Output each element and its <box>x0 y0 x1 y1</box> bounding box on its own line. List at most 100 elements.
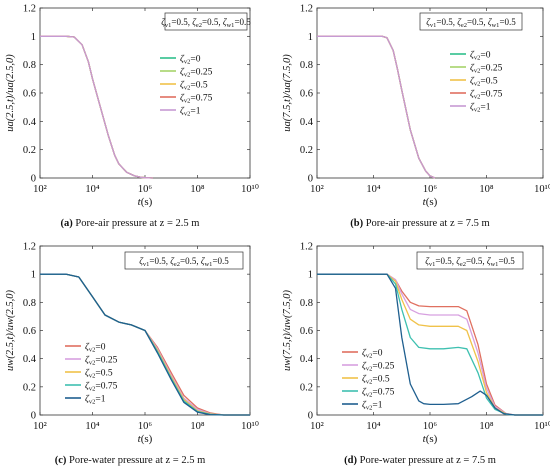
legend-label-3: ζv2=0.75 <box>470 89 503 101</box>
y-tick-label: 0.8 <box>300 298 313 309</box>
x-tick-label: 10⁴ <box>366 184 381 195</box>
legend-label-0: ζv2=0 <box>362 348 383 360</box>
x-tick-label: 10⁶ <box>423 421 438 432</box>
legend-label-2: ζv2=0.5 <box>470 76 498 88</box>
y-tick-label: 0.8 <box>23 298 36 309</box>
series-line-3 <box>317 273 543 416</box>
x-tick-label: 10² <box>33 184 47 195</box>
panel-caption: (c) Pore-water pressure at z = 2.5 m <box>55 455 206 466</box>
series-line-3 <box>317 35 436 179</box>
x-tick-label: 10² <box>310 421 324 432</box>
y-axis-label: uw(2.5,t)/uw(2.5,0) <box>5 289 16 371</box>
y-tick-label: 1.2 <box>300 242 313 253</box>
legend-label-0: ζv2=0 <box>85 342 106 354</box>
y-tick-label: 1.2 <box>23 242 36 253</box>
x-tick-label: 10⁶ <box>423 184 438 195</box>
parameter-box <box>124 251 244 270</box>
legend-label-2: ζv2=0.5 <box>362 374 390 386</box>
y-tick-label: 0.8 <box>300 60 313 71</box>
legend-label-0: ζv2=0 <box>180 54 201 66</box>
legend-label-1: ζv2=0.25 <box>470 63 503 75</box>
y-tick-label: 0.2 <box>23 382 36 393</box>
legend-label-1: ζv2=0.25 <box>362 361 395 373</box>
series-line-4 <box>317 273 543 416</box>
series-line-0 <box>40 35 153 179</box>
y-tick-label: 0.6 <box>23 326 36 337</box>
panel-d: 0 0.2 0.4 0.6 0.8 1 1.2 10² 10⁴ 10⁶ 10⁸ 10¹⁰ t(s) uw(… <box>282 242 550 467</box>
x-tick-label: 10¹⁰ <box>241 420 260 432</box>
series-line-3 <box>40 273 250 416</box>
legend-label-1: ζv2=0.25 <box>180 67 213 79</box>
legend-label-4: ζv2=1 <box>362 400 383 412</box>
parameter-box-label: ζv1=0.5, ζe2=0.5, ζw1=0.5 <box>161 17 251 29</box>
y-tick-label: 0.8 <box>23 60 36 71</box>
x-axis-label: t(s) <box>423 196 438 208</box>
legend-label-1: ζv2=0.25 <box>85 355 118 367</box>
x-tick-label: 10¹⁰ <box>534 183 550 195</box>
parameter-box <box>416 251 524 270</box>
panel-c: 0 0.2 0.4 0.6 0.8 1 1.2 10² 10⁴ 10⁶ 10⁸ 10¹⁰ t(s) uw(… <box>5 242 260 467</box>
x-tick-label: 10² <box>310 184 324 195</box>
y-tick-label: 0 <box>31 174 36 185</box>
x-tick-label: 10⁸ <box>190 421 205 432</box>
legend-label-4: ζv2=1 <box>470 102 491 114</box>
series-line-2 <box>40 273 250 416</box>
y-tick-label: 0.2 <box>23 145 36 156</box>
y-tick-label: 0.4 <box>23 117 37 128</box>
x-tick-label: 10⁴ <box>85 421 100 432</box>
series-line-2 <box>40 35 153 179</box>
x-tick-label: 10⁸ <box>479 184 494 195</box>
y-tick-label: 0.2 <box>300 145 313 156</box>
y-tick-label: 1.2 <box>300 4 313 15</box>
series-line-4 <box>40 273 250 416</box>
y-tick-label: 0.6 <box>300 89 313 100</box>
plot-border <box>316 7 544 179</box>
plot-border <box>316 245 544 416</box>
series-line-0 <box>317 35 436 179</box>
x-axis-label: t(s) <box>138 433 153 445</box>
plot-border <box>39 7 251 179</box>
panel-caption: (d) Pore-water pressure at z = 7.5 m <box>344 455 496 466</box>
x-axis-label: t(s) <box>423 433 438 445</box>
legend-label-3: ζv2=0.75 <box>180 93 213 105</box>
x-tick-label: 10⁶ <box>138 184 153 195</box>
x-tick-label: 10¹⁰ <box>241 183 260 195</box>
y-tick-label: 0 <box>31 411 36 422</box>
series-line-1 <box>40 273 250 416</box>
y-tick-label: 0 <box>308 411 313 422</box>
y-tick-label: 0.2 <box>300 382 313 393</box>
series-line-4 <box>40 35 153 179</box>
x-tick-label: 10¹⁰ <box>534 420 550 432</box>
panel-caption: (a) Pore-air pressure at z = 2.5 m <box>61 218 200 229</box>
y-tick-label: 0.6 <box>23 89 36 100</box>
legend-label-2: ζv2=0.5 <box>85 368 113 380</box>
panel-b: 0 0.2 0.4 0.6 0.8 1 1.2 10² 10⁴ 10⁶ 10⁸ 10¹⁰ t(s) ua(… <box>282 4 550 230</box>
x-tick-label: 10⁴ <box>366 421 381 432</box>
series-line-1 <box>317 35 436 179</box>
x-tick-label: 10⁸ <box>190 184 205 195</box>
y-tick-label: 0 <box>308 174 313 185</box>
y-tick-label: 0.4 <box>23 354 37 365</box>
series-line-1 <box>40 35 153 179</box>
x-tick-label: 10⁴ <box>85 184 100 195</box>
y-tick-label: 0.6 <box>300 326 313 337</box>
y-tick-label: 1.2 <box>23 4 36 15</box>
panel-caption: (b) Pore-air pressure at z = 7.5 m <box>350 218 489 229</box>
legend-label-0: ζv2=0 <box>470 50 491 62</box>
parameter-box-label: ζv1=0.5, ζe2=0.5, ζw1=0.5 <box>426 17 516 29</box>
y-axis-label: ua(7.5,t)/ua(7.5,0) <box>282 54 293 132</box>
y-tick-label: 1 <box>31 32 36 43</box>
panel-a: 0 0.2 0.4 0.6 0.8 1 1.2 10² 10⁴ 10⁶ 10⁸ 10¹⁰ t(s) ua(… <box>5 4 260 230</box>
y-tick-label: 1 <box>308 270 313 281</box>
y-tick-label: 0.4 <box>300 117 314 128</box>
series-line-4 <box>317 35 436 179</box>
legend-label-2: ζv2=0.5 <box>180 80 208 92</box>
series-line-0 <box>317 273 543 416</box>
parameter-box <box>164 12 248 31</box>
y-axis-label: uw(7.5,t)/uw(7.5,0) <box>282 289 293 371</box>
legend-label-3: ζv2=0.75 <box>362 387 395 399</box>
series-line-1 <box>317 273 543 416</box>
x-tick-label: 10⁶ <box>138 421 153 432</box>
x-axis-label: t(s) <box>138 196 153 208</box>
